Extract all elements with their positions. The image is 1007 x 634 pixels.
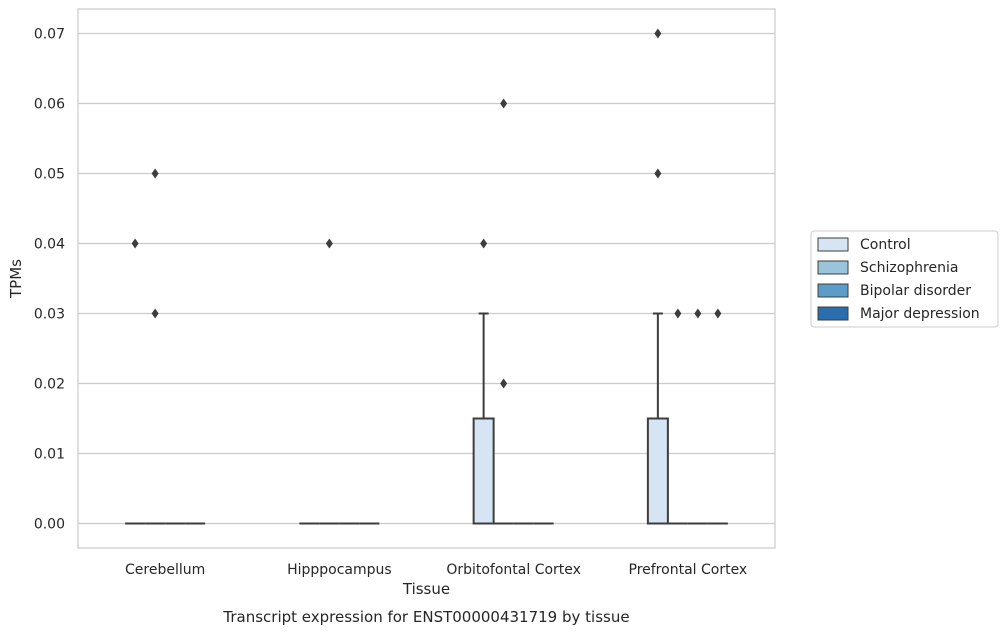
outlier-point [694, 308, 702, 319]
outlier-point [131, 238, 139, 249]
legend-label: Schizophrenia [860, 260, 958, 276]
legend-swatch [817, 283, 849, 298]
legend-label: Control [860, 237, 911, 253]
legend-swatch [817, 306, 849, 321]
legend-frame [810, 230, 999, 328]
y-axis-ticks: 0.00 0.01 0.02 0.03 0.04 0.05 0.06 0.07 [34, 27, 65, 533]
outlier-point [500, 378, 508, 389]
x-axis-ticks: Cerebellum Hipppocampus Orbitofontal Corte… [125, 562, 747, 578]
y-tick-label: 0.06 [34, 97, 65, 113]
x-tick-label: Prefrontal Cortex [629, 562, 748, 578]
y-tick-label: 0.00 [34, 517, 65, 533]
y-tick-label: 0.01 [34, 447, 65, 463]
y-tick-label: 0.05 [34, 167, 65, 183]
y-tick-label: 0.07 [34, 27, 65, 43]
outlier-point [500, 98, 508, 109]
legend-swatch [817, 237, 849, 252]
legend-swatch [817, 260, 849, 275]
outlier-point [654, 28, 662, 39]
plot-frame [77, 8, 776, 549]
y-tick-label: 0.04 [34, 237, 65, 253]
outlier-point [480, 238, 488, 249]
y-axis-label: TPMs [7, 259, 25, 299]
x-tick-label: Cerebellum [125, 562, 205, 578]
x-tick-label: Hipppocampus [287, 562, 392, 578]
y-tick-label: 0.03 [34, 307, 65, 323]
box-body [646, 417, 669, 525]
chart-title: Transcript expression for ENST0000043171… [222, 608, 629, 626]
legend-label: Bipolar disorder [860, 283, 971, 299]
outlier-point [151, 308, 159, 319]
legend-label: Major depression [860, 306, 980, 322]
plot-background [78, 9, 775, 548]
outlier-point [654, 168, 662, 179]
grid-lines [78, 32, 775, 525]
outlier-point [674, 308, 682, 319]
legend: Control Schizophrenia Bipolar disorder Majo… [810, 230, 999, 328]
box-elements [125, 28, 728, 525]
x-tick-label: Orbitofontal Cortex [446, 562, 581, 578]
box-body [472, 417, 495, 525]
y-tick-label: 0.02 [34, 377, 65, 393]
outlier-point [325, 238, 333, 249]
x-axis-label: Tissue [402, 580, 450, 598]
outlier-point [714, 308, 722, 319]
outlier-point [151, 168, 159, 179]
